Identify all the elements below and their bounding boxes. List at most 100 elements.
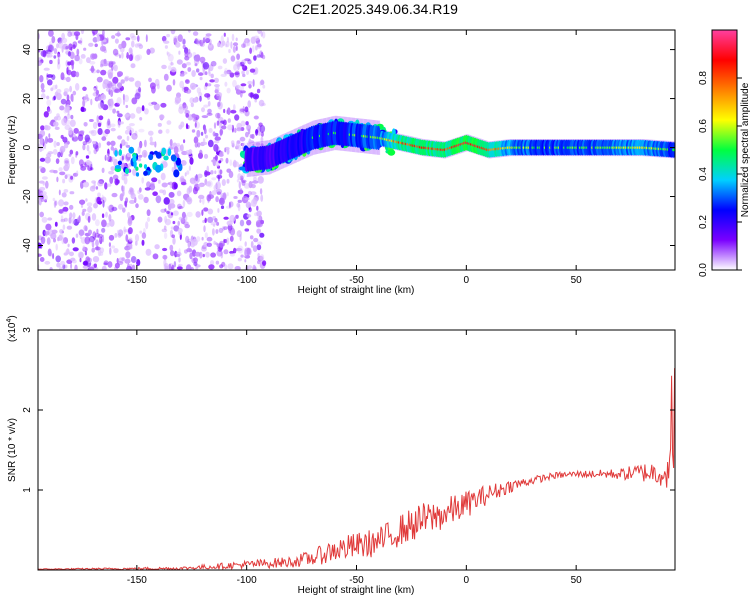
noise-speckle <box>86 202 93 207</box>
noise-speckle <box>137 35 140 42</box>
noise-speckle <box>207 83 212 87</box>
noise-speckle <box>127 211 131 219</box>
noise-speckle <box>131 264 136 270</box>
noise-speckle <box>196 236 201 242</box>
x-tick-label: -100 <box>237 275 257 286</box>
noise-speckle <box>227 118 231 123</box>
noise-speckle <box>185 79 190 84</box>
noise-speckle <box>130 192 136 200</box>
colorbar-label: Normalized spectral amplitude <box>740 82 750 217</box>
noise-speckle <box>62 206 69 212</box>
noise-speckle <box>39 137 44 145</box>
noise-speckle <box>201 209 204 216</box>
noise-speckle <box>245 201 252 209</box>
noise-speckle <box>170 226 174 230</box>
noise-speckle <box>185 113 189 118</box>
noise-speckle <box>226 36 229 43</box>
noise-speckle <box>149 47 155 54</box>
noise-speckle <box>221 40 226 47</box>
noise-speckle <box>82 143 86 151</box>
noise-speckle <box>258 176 264 183</box>
noise-speckle <box>107 118 111 126</box>
noise-speckle <box>62 237 69 244</box>
noise-speckle <box>161 228 168 233</box>
noise-speckle <box>53 121 59 127</box>
noise-speckle <box>166 52 171 57</box>
noise-speckle <box>159 189 164 194</box>
noise-speckle <box>185 264 192 270</box>
chart-title: C2E1.2025.349.06.34.R19 <box>292 1 458 17</box>
noise-speckle <box>259 50 263 58</box>
noise-speckle <box>219 128 224 136</box>
noise-speckle <box>94 246 101 251</box>
noise-speckle <box>173 182 178 190</box>
noise-speckle <box>92 256 100 263</box>
noise-speckle <box>178 216 184 221</box>
noise-speckle <box>216 221 220 226</box>
noise-speckle <box>45 180 49 189</box>
noise-speckle <box>204 171 211 176</box>
noise-speckle <box>202 68 206 76</box>
noise-speckle <box>130 63 136 69</box>
noise-speckle <box>63 107 68 114</box>
noise-speckle <box>102 199 105 208</box>
noise-speckle <box>178 103 183 110</box>
noise-speckle <box>51 36 56 44</box>
noise-speckle <box>244 58 251 62</box>
noise-speckle <box>87 206 93 213</box>
noise-speckle <box>199 56 206 63</box>
noise-speckle <box>257 253 260 258</box>
noise-speckle <box>216 174 223 179</box>
noise-speckle <box>60 134 64 139</box>
noise-speckle <box>240 90 246 94</box>
noise-speckle <box>236 202 241 208</box>
noise-speckle <box>234 127 237 133</box>
noise-speckle <box>72 212 76 219</box>
noise-speckle <box>250 241 254 248</box>
noise-speckle <box>53 95 56 101</box>
noise-speckle <box>226 237 230 245</box>
noise-speckle <box>100 69 107 76</box>
noise-speckle <box>166 33 171 38</box>
noise-speckle <box>62 138 68 142</box>
noise-speckle <box>203 225 206 233</box>
noise-speckle <box>88 229 92 235</box>
noise-speckle <box>53 55 57 59</box>
noise-speckle <box>111 245 115 249</box>
noise-speckle <box>214 89 219 94</box>
noise-speckle <box>258 99 265 107</box>
noise-speckle <box>177 34 183 42</box>
noise-speckle <box>77 134 84 142</box>
noise-speckle <box>105 87 112 92</box>
noise-speckle <box>80 130 85 134</box>
noise-speckle <box>162 254 168 260</box>
x-tick-label: -100 <box>237 575 257 586</box>
noise-speckle <box>260 254 265 261</box>
noise-speckle <box>224 81 228 87</box>
noise-speckle <box>206 112 213 116</box>
noise-speckle <box>70 156 75 165</box>
noise-speckle <box>173 146 179 154</box>
noise-speckle <box>54 126 60 130</box>
noise-speckle <box>53 48 58 55</box>
noise-speckle <box>49 59 53 65</box>
noise-speckle <box>93 202 98 209</box>
noise-speckle <box>59 145 66 153</box>
noise-speckle <box>247 190 252 196</box>
y-tick-label: -20 <box>22 189 33 204</box>
noise-speckle <box>262 31 266 39</box>
noise-speckle <box>257 214 262 221</box>
ridge-blob <box>148 153 154 161</box>
noise-speckle <box>139 140 143 149</box>
noise-speckle <box>157 216 163 223</box>
noise-speckle <box>87 215 91 223</box>
noise-speckle <box>96 69 100 74</box>
noise-speckle <box>66 225 73 230</box>
noise-speckle <box>227 107 231 115</box>
noise-speckle <box>106 141 111 146</box>
noise-speckle <box>253 177 257 182</box>
noise-speckle <box>230 140 235 145</box>
noise-speckle <box>39 165 43 169</box>
noise-speckle <box>239 234 242 242</box>
noise-speckle <box>219 240 225 248</box>
